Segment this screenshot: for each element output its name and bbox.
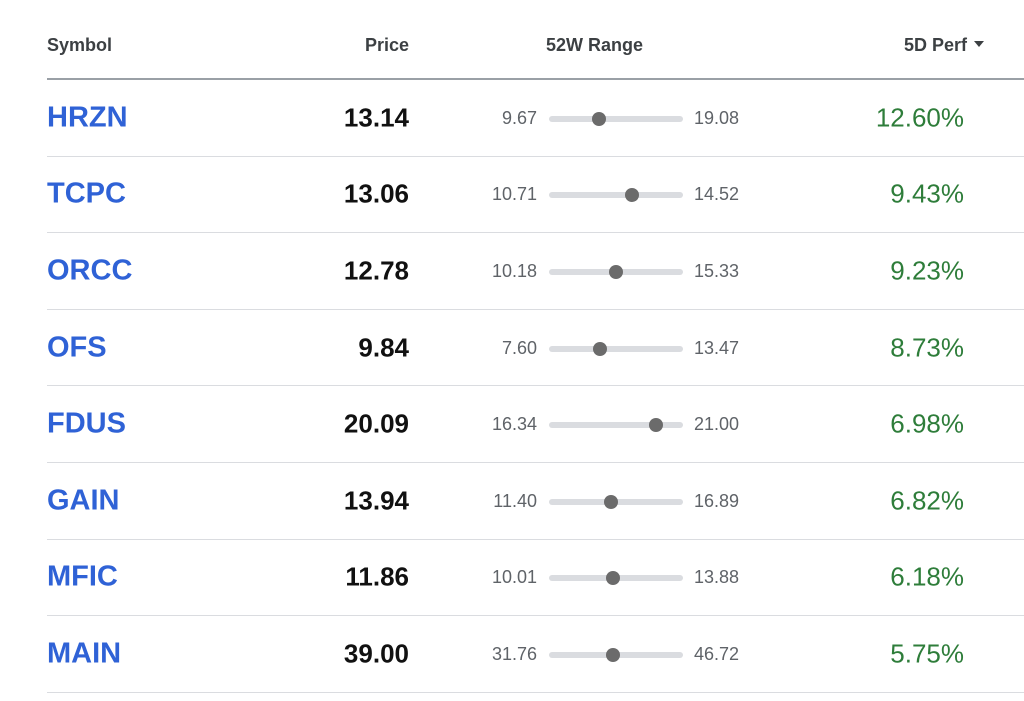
52w-high-value: 15.33 bbox=[694, 260, 740, 281]
table-row[interactable]: FDUS 20.09 16.34 21.00 6.98% bbox=[47, 386, 1024, 463]
52w-high-value: 13.47 bbox=[694, 337, 740, 358]
5d-perf-value: 6.98% bbox=[890, 408, 964, 439]
current-price-marker bbox=[609, 264, 623, 279]
price-value: 39.00 bbox=[343, 638, 409, 669]
52w-range: 16.34 21.00 bbox=[467, 414, 757, 434]
52w-low-value: 9.67 bbox=[501, 107, 537, 128]
price-value: 20.09 bbox=[343, 408, 409, 439]
52w-range-track bbox=[549, 647, 683, 662]
52w-high-value: 13.88 bbox=[694, 567, 740, 588]
table-header: Symbol Price 52W Range 5D Perf bbox=[47, 0, 1024, 80]
52w-low-value: 31.76 bbox=[491, 643, 537, 664]
table-body: HRZN 13.14 9.67 19.08 12.60% TCPC 13.06 10.71 14… bbox=[47, 80, 1024, 693]
column-header-price[interactable]: Price bbox=[364, 35, 409, 55]
symbol-link[interactable]: HRZN bbox=[47, 101, 128, 134]
52w-range-track bbox=[549, 111, 683, 126]
symbol-link[interactable]: MAIN bbox=[47, 637, 122, 670]
52w-high-value: 21.00 bbox=[694, 414, 740, 435]
table-row[interactable]: ORCC 12.78 10.18 15.33 9.23% bbox=[47, 233, 1024, 310]
price-value: 13.06 bbox=[343, 178, 409, 209]
symbol-link[interactable]: OFS bbox=[47, 331, 107, 364]
52w-low-value: 10.01 bbox=[491, 567, 537, 588]
52w-high-value: 19.08 bbox=[694, 107, 740, 128]
52w-range: 10.71 14.52 bbox=[467, 184, 757, 204]
52w-range: 11.40 16.89 bbox=[467, 491, 757, 511]
column-header-5d-perf-label: 5D Perf bbox=[903, 35, 967, 55]
52w-range-track bbox=[549, 264, 683, 279]
price-value: 9.84 bbox=[358, 332, 409, 363]
5d-perf-value: 9.23% bbox=[890, 255, 964, 286]
5d-perf-value: 8.73% bbox=[890, 332, 964, 363]
stock-table: Symbol Price 52W Range 5D Perf HRZN 13.14… bbox=[47, 0, 1024, 693]
table-row[interactable]: MFIC 11.86 10.01 13.88 6.18% bbox=[47, 540, 1024, 617]
52w-range-track bbox=[549, 571, 683, 586]
price-value: 12.78 bbox=[343, 255, 409, 286]
52w-low-value: 16.34 bbox=[491, 414, 537, 435]
52w-range: 7.60 13.47 bbox=[467, 338, 757, 358]
current-price-marker bbox=[592, 341, 607, 356]
5d-perf-value: 12.60% bbox=[875, 102, 964, 133]
52w-high-value: 46.72 bbox=[694, 643, 740, 664]
5d-perf-value: 9.43% bbox=[890, 178, 964, 209]
52w-high-value: 16.89 bbox=[694, 490, 740, 511]
column-header-52w-range[interactable]: 52W Range bbox=[546, 35, 644, 55]
current-price-marker bbox=[606, 647, 621, 662]
52w-range-track bbox=[549, 494, 683, 509]
52w-high-value: 14.52 bbox=[694, 184, 740, 205]
52w-range: 31.76 46.72 bbox=[467, 644, 757, 664]
52w-range: 10.01 13.88 bbox=[467, 567, 757, 587]
price-value: 13.14 bbox=[343, 102, 409, 133]
table-row[interactable]: GAIN 13.94 11.40 16.89 6.82% bbox=[47, 463, 1024, 540]
5d-perf-value: 6.18% bbox=[890, 561, 964, 592]
current-price-marker bbox=[649, 418, 664, 433]
current-price-marker bbox=[591, 111, 606, 126]
symbol-link[interactable]: MFIC bbox=[47, 560, 118, 593]
52w-low-value: 10.71 bbox=[491, 184, 537, 205]
5d-perf-value: 6.82% bbox=[890, 485, 964, 516]
table-row[interactable]: MAIN 39.00 31.76 46.72 5.75% bbox=[47, 616, 1024, 693]
symbol-link[interactable]: ORCC bbox=[47, 254, 133, 287]
price-value: 11.86 bbox=[345, 561, 409, 592]
52w-range-track bbox=[549, 188, 683, 203]
current-price-marker bbox=[625, 188, 640, 203]
52w-range-track bbox=[549, 341, 683, 356]
symbol-link[interactable]: FDUS bbox=[47, 407, 126, 440]
52w-range: 9.67 19.08 bbox=[467, 108, 757, 128]
52w-range: 10.18 15.33 bbox=[467, 261, 757, 281]
table-row[interactable]: OFS 9.84 7.60 13.47 8.73% bbox=[47, 310, 1024, 387]
column-header-5d-perf[interactable]: 5D Perf bbox=[904, 35, 984, 56]
5d-perf-value: 5.75% bbox=[890, 638, 964, 669]
sort-descending-icon bbox=[974, 41, 984, 48]
price-value: 13.94 bbox=[343, 485, 409, 516]
symbol-link[interactable]: GAIN bbox=[47, 484, 120, 517]
52w-range-track bbox=[549, 418, 683, 433]
52w-low-value: 11.40 bbox=[493, 490, 537, 511]
current-price-marker bbox=[603, 494, 618, 509]
column-header-symbol[interactable]: Symbol bbox=[47, 35, 113, 55]
table-row[interactable]: HRZN 13.14 9.67 19.08 12.60% bbox=[47, 80, 1024, 157]
current-price-marker bbox=[606, 571, 621, 586]
table-row[interactable]: TCPC 13.06 10.71 14.52 9.43% bbox=[47, 157, 1024, 234]
symbol-link[interactable]: TCPC bbox=[47, 177, 126, 210]
52w-low-value: 10.18 bbox=[491, 260, 537, 281]
52w-low-value: 7.60 bbox=[501, 337, 537, 358]
